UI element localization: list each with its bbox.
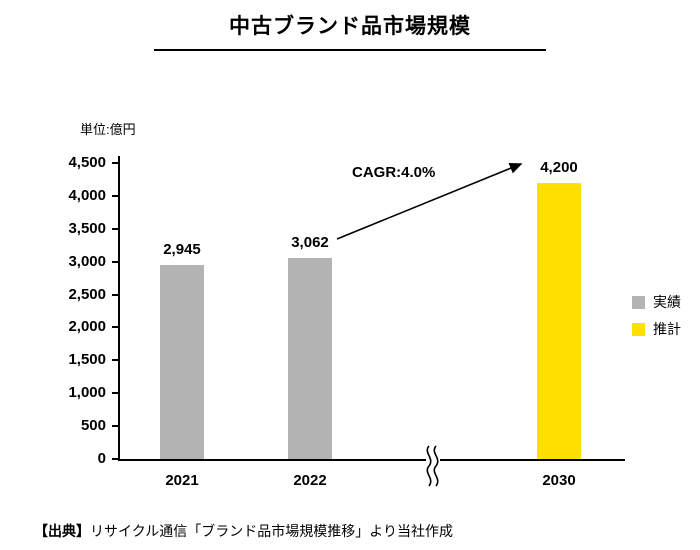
- y-tick-mark: [112, 392, 118, 395]
- y-tick-label: 1,000: [68, 384, 106, 402]
- x-axis-label: 2022: [293, 472, 327, 489]
- unit-label: 単位:億円: [80, 122, 136, 137]
- legend: 実績 推計: [632, 294, 681, 348]
- legend-item: 推計: [632, 321, 681, 337]
- y-tick-label: 2,000: [68, 318, 106, 336]
- y-tick-mark: [112, 162, 118, 164]
- bar-2021: [160, 265, 204, 459]
- y-tick-label: 1,500: [68, 351, 106, 369]
- y-tick-label: 3,500: [68, 219, 106, 237]
- y-tick-label: 4,000: [68, 186, 106, 204]
- legend-label: 推計: [653, 321, 681, 337]
- y-axis-line: [118, 156, 120, 461]
- y-tick-mark: [112, 425, 118, 428]
- source-note: 【出典】リサイクル通信「ブランド品市場規模推移」より当社作成: [34, 521, 453, 541]
- y-tick-label: 0: [97, 450, 106, 467]
- y-tick-mark: [112, 359, 118, 362]
- y-tick-mark: [112, 194, 118, 197]
- bar-value-label: 4,200: [540, 159, 578, 176]
- x-axis-label: 2030: [542, 472, 576, 489]
- y-tick-mark: [112, 260, 118, 263]
- legend-item: 実績: [632, 294, 681, 310]
- axis-break-icon: [426, 445, 440, 487]
- x-axis-line: [120, 459, 625, 461]
- legend-swatch: [632, 295, 645, 309]
- bar-value-label: 2,945: [163, 241, 201, 258]
- y-tick-mark: [112, 458, 118, 460]
- y-tick-mark: [112, 293, 118, 296]
- y-tick-mark: [112, 227, 118, 230]
- y-tick-mark: [112, 326, 118, 329]
- bar-2022: [288, 258, 332, 459]
- bar-2030: [537, 183, 581, 459]
- page-title: 中古ブランド品市場規模: [154, 10, 546, 51]
- x-axis-label: 2021: [165, 472, 199, 489]
- y-tick-label: 4,500: [68, 154, 106, 171]
- y-tick-label: 2,500: [68, 285, 106, 303]
- y-tick-label: 500: [80, 417, 106, 435]
- source-prefix: 【出典】: [34, 523, 90, 539]
- y-tick-label: 3,000: [68, 252, 106, 270]
- legend-swatch: [632, 322, 645, 336]
- source-text: リサイクル通信「ブランド品市場規模推移」より当社作成: [90, 523, 454, 539]
- legend-label: 実績: [653, 294, 681, 310]
- bar-value-label: 3,062: [291, 234, 329, 251]
- cagr-annotation: CAGR:4.0%: [352, 164, 436, 181]
